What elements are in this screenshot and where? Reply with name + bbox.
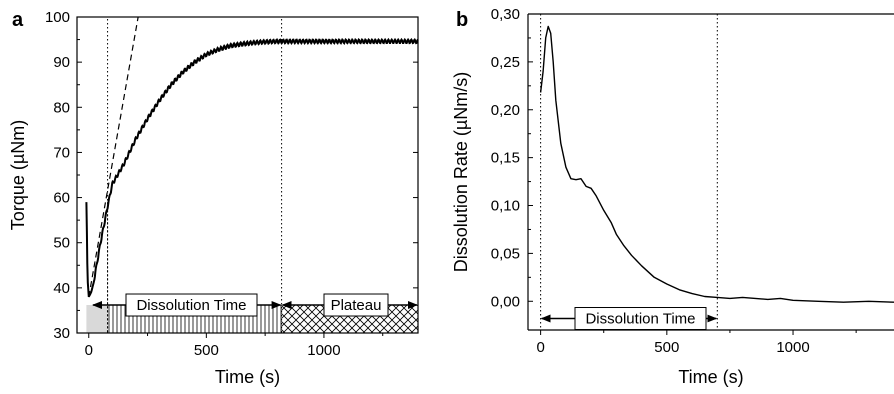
x-tick-label: 0 — [536, 339, 544, 356]
torque-line — [85, 37, 419, 298]
reference-lines — [107, 19, 283, 333]
annotation-label: Dissolution Time — [585, 311, 695, 328]
y-tick-label: 0,10 — [491, 198, 520, 215]
y-axis-title: Torque (µNm) — [8, 120, 28, 230]
dissolution-rate-line — [539, 25, 894, 303]
panel-letter-b: b — [456, 9, 468, 31]
annotations: Dissolution Time Plateau — [92, 293, 418, 317]
x-tick-label: 1000 — [307, 342, 340, 359]
shaded-regions — [86, 305, 418, 333]
annotation-box — [323, 293, 389, 317]
y-tick-label: 30 — [53, 325, 70, 342]
annotation-box — [125, 293, 258, 317]
y-tick-label: 70 — [53, 144, 70, 161]
annotation-label: Plateau — [331, 297, 382, 314]
y-tick-label: 0,00 — [491, 293, 520, 310]
y-tick-label: 80 — [53, 99, 70, 116]
panel-b: b 0,00 0,05 0,10 0,15 0,20 0,25 0,30 0 500 1000 D… — [451, 6, 894, 387]
x-axis-title: Time (s) — [215, 367, 280, 387]
y-tick-label: 50 — [53, 235, 70, 252]
y-tick-label: 0,30 — [491, 6, 520, 23]
y-tick-label: 60 — [53, 190, 70, 207]
y-tick-label: 40 — [53, 280, 70, 297]
y-tick-label: 90 — [53, 54, 70, 71]
plot-frame — [76, 16, 419, 334]
x-tick-label: 500 — [194, 342, 219, 359]
x-tick-label: 1000 — [776, 339, 809, 356]
x-tick-label: 0 — [85, 342, 93, 359]
panel-letter-a: a — [12, 9, 24, 31]
y-tick-label: 0,20 — [491, 102, 520, 119]
annotation-label: Dissolution Time — [136, 297, 246, 314]
initial-region — [86, 305, 108, 333]
y-tick-label: 0,05 — [491, 245, 520, 262]
x-axis-title: Time (s) — [678, 367, 743, 387]
axis-ticks: 0,00 0,05 0,10 0,15 0,20 0,25 0,30 0 500 1000 — [491, 6, 857, 356]
series-group — [85, 16, 419, 298]
annotations: Dissolution Time — [540, 307, 718, 331]
reference-lines — [540, 14, 718, 330]
y-tick-label: 0,25 — [491, 54, 520, 71]
tangent-line — [88, 16, 139, 297]
y-tick-label: 0,15 — [491, 150, 520, 167]
y-tick-label: 100 — [45, 9, 70, 26]
y-axis-title: Dissolution Rate (µNm/s) — [451, 72, 471, 272]
series-group — [539, 25, 894, 303]
x-tick-label: 500 — [654, 339, 679, 356]
